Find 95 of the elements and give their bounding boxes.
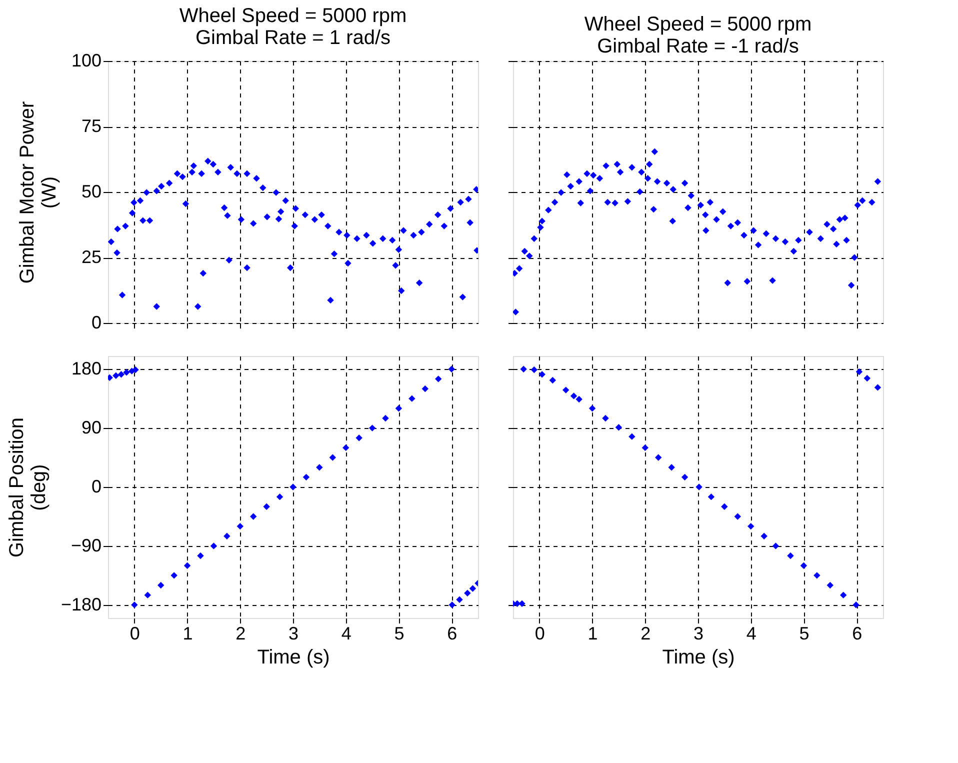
- point: [368, 424, 376, 432]
- x-tick-label: 3: [693, 624, 704, 644]
- point: [236, 522, 244, 530]
- point: [708, 493, 715, 500]
- point: [302, 474, 310, 481]
- y-axis-title: Gimbal Motor Power (W): [16, 101, 60, 284]
- point: [826, 582, 834, 589]
- point: [814, 572, 820, 579]
- point: [316, 464, 323, 471]
- point: [642, 444, 648, 452]
- point: [197, 552, 204, 560]
- point: [602, 414, 609, 422]
- point: [570, 392, 578, 400]
- y-tick-label: 50: [81, 182, 102, 202]
- x-tick-label: 5: [799, 624, 810, 644]
- point: [856, 368, 863, 376]
- point: [448, 366, 455, 372]
- point: [224, 532, 230, 540]
- point: [628, 433, 636, 440]
- point: [276, 493, 284, 500]
- point: [435, 376, 442, 382]
- point: [800, 562, 808, 569]
- point: [464, 590, 471, 596]
- point: [760, 532, 768, 540]
- point: [655, 454, 662, 461]
- point: [422, 385, 428, 392]
- point: [721, 503, 728, 510]
- point: [118, 370, 125, 378]
- point: [395, 405, 402, 412]
- chart-title: Wheel Speed = 5000 rpm Gimbal Rate = -1 rad/s: [584, 14, 812, 58]
- y-tick-label: 75: [81, 116, 102, 136]
- point: [840, 592, 847, 598]
- point: [772, 542, 780, 550]
- y-tick-label: −180: [60, 594, 102, 614]
- point: [263, 503, 270, 510]
- point: [290, 484, 296, 490]
- y-tick-label: 90: [81, 418, 102, 438]
- point: [874, 384, 882, 391]
- x-tick-label: 0: [534, 624, 545, 644]
- point: [469, 585, 476, 592]
- x-tick-label: 2: [236, 624, 246, 644]
- y-tick-label: 0: [91, 312, 102, 332]
- point: [144, 592, 151, 598]
- point: [408, 395, 416, 402]
- y-tick-label: 25: [81, 247, 102, 267]
- point: [864, 374, 870, 382]
- point: [250, 513, 257, 520]
- point: [342, 444, 350, 452]
- point: [356, 434, 362, 442]
- x-tick-label: 1: [588, 624, 598, 644]
- x-axis-title: Time (s): [662, 646, 735, 668]
- y-tick-label: 0: [91, 476, 102, 496]
- point: [538, 370, 546, 378]
- x-tick-label: 1: [182, 624, 193, 644]
- point: [132, 366, 139, 374]
- point: [588, 405, 596, 412]
- point: [448, 602, 456, 608]
- point: [681, 474, 688, 481]
- point: [210, 542, 218, 550]
- point: [382, 414, 389, 422]
- point: [112, 372, 120, 380]
- point: [852, 602, 860, 608]
- point: [549, 376, 556, 384]
- x-tick-label: 2: [640, 624, 651, 644]
- x-tick-label: 3: [288, 624, 299, 644]
- point: [520, 366, 527, 372]
- x-tick-label: 0: [130, 624, 140, 644]
- point: [329, 454, 336, 461]
- y-axis-title: Gimbal Position (deg): [6, 417, 50, 558]
- point: [696, 484, 702, 490]
- y-tick-label: 100: [71, 50, 102, 70]
- point: [184, 562, 191, 569]
- x-tick-label: 4: [341, 624, 352, 644]
- x-tick-label: 6: [852, 624, 862, 644]
- x-tick-label: 6: [447, 624, 458, 644]
- x-axis-title: Time (s): [257, 646, 330, 668]
- point: [668, 464, 675, 471]
- y-tick-label: 180: [71, 358, 102, 379]
- x-tick-label: 5: [394, 624, 404, 644]
- chart-title: Wheel Speed = 5000 rpm Gimbal Rate = 1 rad/s: [179, 5, 407, 49]
- x-tick-label: 4: [746, 624, 756, 644]
- point: [615, 424, 622, 431]
- point: [576, 396, 582, 403]
- point: [158, 582, 164, 589]
- point: [748, 522, 754, 530]
- y-tick-label: −90: [70, 535, 102, 556]
- point: [131, 602, 138, 608]
- point: [123, 369, 130, 376]
- point: [530, 366, 538, 374]
- point: [518, 600, 526, 607]
- point: [734, 513, 741, 520]
- point: [170, 572, 178, 579]
- point: [562, 386, 570, 394]
- point: [456, 596, 463, 604]
- point: [787, 552, 794, 560]
